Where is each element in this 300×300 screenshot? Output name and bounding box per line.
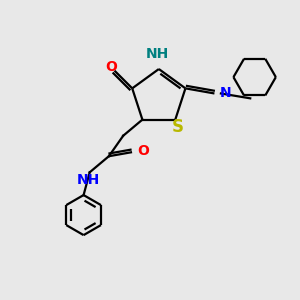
Text: N: N	[220, 86, 231, 100]
Text: NH: NH	[146, 47, 169, 61]
Text: S: S	[172, 118, 184, 136]
Text: NH: NH	[76, 172, 100, 187]
Text: O: O	[105, 60, 117, 74]
Text: O: O	[137, 144, 149, 158]
